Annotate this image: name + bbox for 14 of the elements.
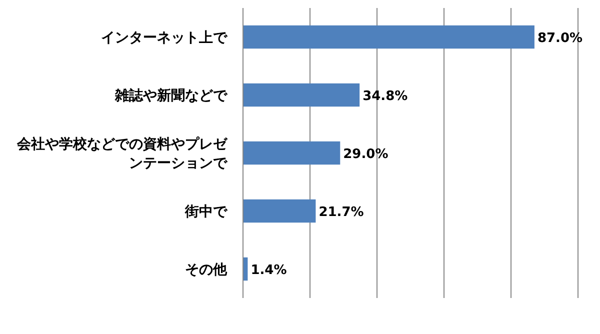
data-label: 1.4%: [250, 263, 287, 278]
data-label: 21.7%: [318, 205, 364, 220]
y-tick-label: 会社や学校などでの資料やプレゼンテーションで: [16, 136, 228, 172]
bar: [243, 25, 534, 49]
y-tick-label: 街中で: [184, 204, 228, 220]
data-label: 87.0%: [537, 31, 583, 46]
bar: [243, 141, 340, 165]
bar: [243, 199, 316, 223]
bar: [243, 83, 360, 107]
data-label: 34.8%: [362, 89, 408, 104]
y-tick-label: インターネット上で: [101, 30, 228, 46]
data-label: 29.0%: [343, 147, 388, 162]
y-tick-label: 雑誌や新聞などで: [114, 87, 228, 104]
y-tick-label: その他: [185, 262, 228, 278]
